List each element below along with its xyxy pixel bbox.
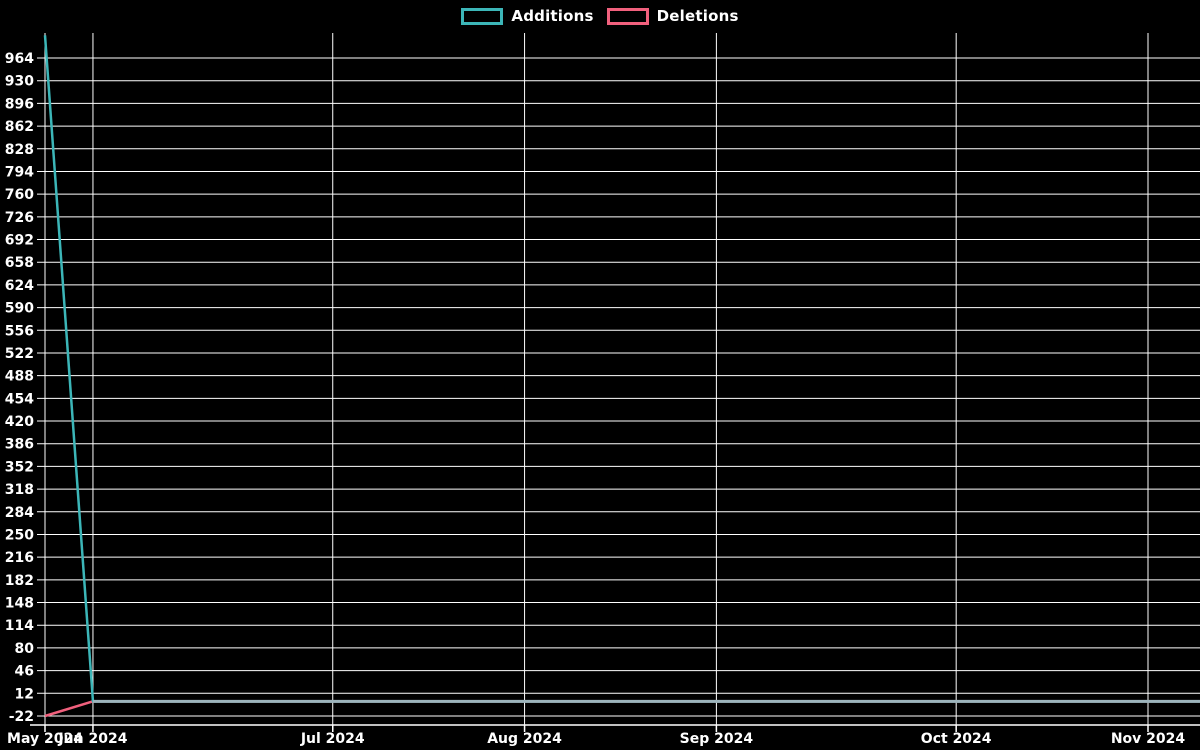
y-tick-label: 522 — [5, 346, 34, 362]
x-tick-label: Nov 2024 — [1111, 731, 1186, 747]
y-tick-label: 386 — [5, 437, 34, 453]
y-tick-label: 352 — [5, 459, 34, 475]
y-tick-label: 862 — [5, 119, 34, 135]
y-tick-label: 794 — [5, 164, 34, 180]
y-tick-label: 420 — [5, 414, 34, 430]
y-tick-label: 760 — [5, 187, 34, 203]
y-tick-label: 454 — [5, 391, 34, 407]
chart-legend: Additions Deletions — [0, 7, 1200, 25]
legend-item-additions[interactable]: Additions — [461, 7, 593, 25]
y-tick-label: 964 — [5, 51, 34, 67]
y-tick-label: 930 — [5, 74, 34, 90]
y-tick-label: 726 — [5, 210, 34, 226]
y-tick-label: 80 — [15, 641, 35, 657]
y-tick-label: 658 — [5, 255, 34, 271]
y-tick-label: -22 — [9, 709, 34, 725]
x-tick-label: May 2024 — [7, 731, 83, 747]
y-tick-label: 624 — [5, 278, 34, 294]
additions-line — [43, 35, 1200, 703]
y-tick-label: 148 — [5, 596, 34, 612]
y-tick-label: 250 — [5, 527, 34, 543]
deletions-line — [44, 700, 1200, 718]
legend-label-additions: Additions — [511, 7, 594, 25]
x-tick-label: Sep 2024 — [680, 731, 754, 747]
deletions-swatch-icon — [606, 7, 649, 25]
x-tick-label: Jul 2024 — [300, 731, 365, 747]
y-tick-label: 182 — [5, 573, 34, 589]
y-tick-label: 556 — [5, 323, 34, 339]
y-tick-label: 318 — [5, 482, 34, 498]
legend-item-deletions[interactable]: Deletions — [606, 7, 739, 25]
y-tick-label: 12 — [15, 686, 34, 702]
y-tick-label: 828 — [5, 142, 34, 158]
y-tick-label: 114 — [5, 618, 34, 634]
x-tick-label: Aug 2024 — [487, 731, 562, 747]
y-tick-label: 46 — [15, 664, 34, 680]
legend-label-deletions: Deletions — [656, 7, 739, 25]
y-tick-label: 590 — [5, 301, 34, 317]
additions-swatch-icon — [461, 7, 504, 25]
y-tick-label: 896 — [5, 96, 34, 112]
y-tick-label: 284 — [5, 505, 34, 521]
y-tick-label: 488 — [5, 369, 34, 385]
x-tick-label: Jun 2024 — [57, 731, 127, 747]
y-tick-label: 692 — [5, 233, 34, 249]
y-tick-label: 216 — [5, 550, 34, 566]
x-tick-label: Oct 2024 — [921, 731, 992, 747]
